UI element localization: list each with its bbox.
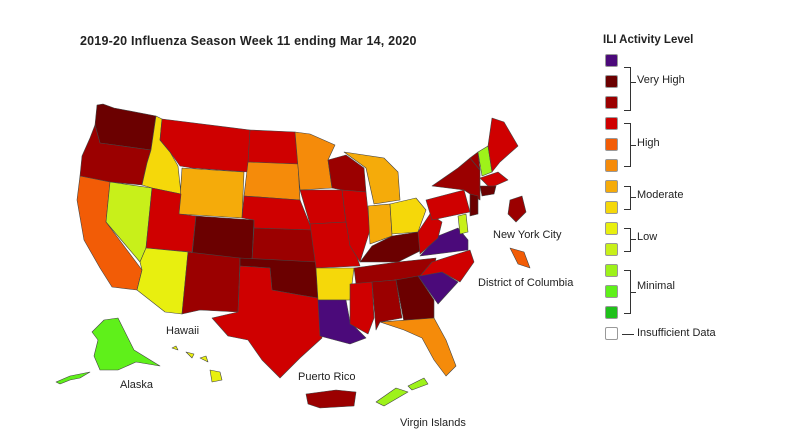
- state-FL[interactable]: [379, 317, 457, 377]
- legend-group-high: High: [637, 137, 660, 149]
- legend-swatch-level-0: [605, 264, 618, 277]
- state-CT[interactable]: [479, 185, 497, 197]
- state-MS[interactable]: [349, 281, 375, 335]
- legend-group-very-high: Very High: [637, 74, 685, 86]
- state-GA[interactable]: [395, 275, 435, 323]
- state-SD[interactable]: [243, 161, 301, 201]
- bracket-tick: [631, 239, 636, 240]
- nyc-marker[interactable]: [507, 195, 527, 223]
- map-title: 2019-20 Influenza Season Week 11 ending …: [80, 34, 417, 48]
- state-TX[interactable]: [211, 265, 323, 379]
- dc-marker[interactable]: [509, 247, 531, 269]
- bracket-tick: [631, 82, 636, 83]
- label-district-of-columbia: District of Columbia: [478, 277, 574, 289]
- legend-swatch-level-10: [605, 54, 618, 67]
- state-KS[interactable]: [251, 227, 317, 263]
- legend-swatch-level-5: [605, 159, 618, 172]
- state-AK[interactable]: [55, 317, 161, 385]
- label-puerto-rico: Puerto Rico: [298, 371, 355, 383]
- state-LA[interactable]: [317, 299, 367, 345]
- bracket-minimal: [624, 270, 631, 314]
- legend-swatch-level-9: [605, 75, 618, 88]
- bracket-moderate: [624, 186, 631, 210]
- state-WA[interactable]: [94, 103, 157, 151]
- ili-legend: ILI Activity Level Very High High Modera…: [600, 30, 795, 350]
- state-AL[interactable]: [371, 279, 403, 331]
- legend-swatch-level-1: [605, 243, 618, 256]
- legend-swatch-level-2: [605, 222, 618, 235]
- state-AZ[interactable]: [136, 247, 189, 315]
- legend-swatch-level-minus-2: [605, 306, 618, 319]
- legend-swatch-level-3: [605, 201, 618, 214]
- state-HI[interactable]: [171, 345, 223, 383]
- legend-swatch-level-minus-1: [605, 285, 618, 298]
- label-hawaii: Hawaii: [166, 325, 199, 337]
- state-VT[interactable]: [469, 151, 481, 171]
- bracket-tick: [631, 197, 636, 198]
- state-WY[interactable]: [178, 167, 245, 219]
- legend-swatch-level-6: [605, 138, 618, 151]
- bracket-high: [624, 123, 631, 167]
- label-virgin-islands: Virgin Islands: [400, 417, 466, 429]
- legend-group-minimal: Minimal: [637, 280, 675, 292]
- state-MA[interactable]: [479, 171, 509, 189]
- legend-swatch-level-8: [605, 96, 618, 109]
- label-alaska: Alaska: [120, 379, 154, 391]
- us-map: New York City District of Columbia Hawai…: [55, 103, 574, 429]
- state-WV[interactable]: [417, 213, 443, 255]
- legend-group-low: Low: [637, 231, 658, 243]
- state-NJ[interactable]: [469, 193, 479, 217]
- state-KY[interactable]: [359, 231, 423, 263]
- state-NY[interactable]: [431, 157, 481, 201]
- bracket-tick: [631, 145, 636, 146]
- state-MD[interactable]: [457, 213, 469, 235]
- state-ME[interactable]: [487, 117, 519, 173]
- label-new-york-city: New York City: [493, 229, 562, 241]
- state-OH[interactable]: [389, 197, 427, 235]
- state-NM[interactable]: [181, 251, 241, 315]
- legend-title: ILI Activity Level: [603, 34, 694, 46]
- state-NC[interactable]: [419, 249, 475, 283]
- state-MI[interactable]: [343, 151, 401, 205]
- legend-swatch-level-7: [605, 117, 618, 130]
- legend-insufficient-label: Insufficient Data: [637, 327, 716, 339]
- bracket-low: [624, 228, 631, 252]
- state-ND[interactable]: [247, 129, 299, 165]
- territory-PR[interactable]: [305, 389, 357, 409]
- territory-VI[interactable]: [375, 377, 429, 407]
- legend-swatch-insufficient: [605, 327, 618, 340]
- insufficient-connector: [622, 334, 634, 335]
- bracket-very-high: [624, 67, 631, 111]
- bracket-tick: [631, 292, 636, 293]
- legend-swatch-level-4: [605, 180, 618, 193]
- legend-group-moderate: Moderate: [637, 189, 684, 201]
- state-AR[interactable]: [315, 267, 355, 301]
